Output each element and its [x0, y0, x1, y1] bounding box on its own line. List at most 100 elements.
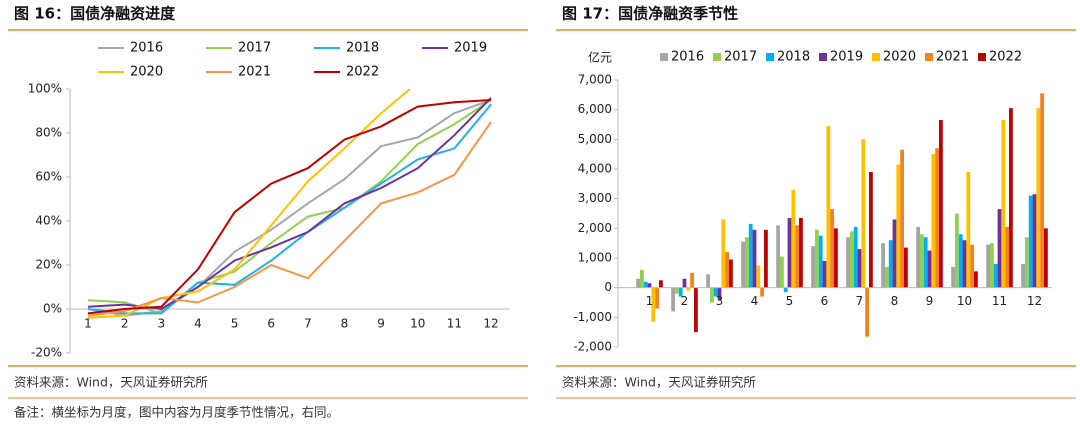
bar — [939, 120, 943, 288]
y-tick-label: -1,000 — [573, 310, 612, 324]
bar — [636, 278, 640, 288]
bar — [861, 139, 866, 288]
source: 资料来源：Wind，天风证券研究所 — [562, 375, 756, 390]
bar — [1044, 228, 1048, 288]
bar — [958, 234, 963, 288]
x-tick-label: 9 — [377, 317, 385, 331]
bar — [927, 250, 932, 288]
bar — [647, 283, 652, 288]
bar — [818, 235, 823, 288]
y-tick-label: 60% — [35, 170, 62, 184]
bar — [881, 243, 885, 288]
bar — [916, 226, 920, 288]
legend-label: 2016 — [671, 50, 704, 65]
legend-label: 2017 — [238, 41, 271, 56]
x-tick-label: 10 — [410, 317, 425, 331]
bar — [974, 271, 978, 288]
x-tick-label: 8 — [891, 294, 899, 308]
y-tick-label: -2,000 — [573, 340, 612, 354]
chart-title: 图 17：国债净融资季节性 — [562, 5, 738, 23]
bar — [710, 287, 714, 303]
y-tick-label: 5,000 — [578, 132, 612, 146]
line — [87, 121, 492, 317]
bar — [717, 287, 722, 300]
legend-label: 2018 — [777, 50, 810, 65]
bar — [725, 252, 729, 288]
bar — [1040, 93, 1044, 288]
legend-label: 2020 — [883, 50, 916, 65]
bar — [923, 237, 928, 288]
bar — [834, 228, 838, 288]
y-tick-label: 80% — [35, 126, 62, 140]
y-tick-label: 100% — [28, 82, 62, 96]
bar — [713, 287, 718, 297]
x-tick-label: 3 — [716, 294, 724, 308]
bar — [850, 231, 854, 288]
bar — [686, 287, 691, 291]
bar — [935, 148, 939, 288]
x-tick-label: 5 — [231, 317, 239, 331]
x-tick-label: 2 — [121, 317, 129, 331]
legend-label: 2020 — [130, 65, 163, 80]
bar — [1028, 195, 1033, 288]
bar — [795, 225, 799, 288]
x-tick-label: 6 — [821, 294, 829, 308]
y-tick-label: 7,000 — [578, 73, 612, 87]
x-tick-label: 7 — [856, 294, 864, 308]
legend-label: 2017 — [724, 50, 757, 65]
bar — [741, 241, 745, 288]
bar — [931, 154, 936, 288]
y-tick-label: 40% — [35, 214, 62, 228]
legend-swatch — [872, 53, 880, 61]
bar — [853, 226, 858, 288]
line — [87, 97, 492, 311]
bar — [892, 219, 897, 288]
y-tick-label: 4,000 — [578, 162, 612, 176]
bar — [787, 217, 792, 288]
x-tick-label: 10 — [957, 294, 972, 308]
bar — [1036, 108, 1041, 288]
line — [87, 99, 492, 315]
bar — [760, 287, 764, 297]
bar — [675, 287, 679, 294]
y-tick-label: 1,000 — [578, 251, 612, 265]
x-tick-label: 8 — [341, 317, 349, 331]
bar — [721, 219, 726, 288]
y-tick-label: 0 — [604, 280, 612, 294]
bar — [764, 229, 768, 288]
x-tick-label: 6 — [267, 317, 275, 331]
bar — [690, 272, 694, 288]
legend-swatch — [819, 53, 827, 61]
note: 备注：横坐标为月度，图中内容为月度季节性情况，右同。 — [14, 405, 339, 420]
bar — [966, 171, 971, 288]
y-axis-label: 亿元 — [588, 50, 612, 65]
x-tick-label: 1 — [84, 317, 92, 331]
legend-swatch — [660, 53, 668, 61]
bar — [640, 269, 644, 288]
y-tick-label: 20% — [35, 258, 62, 272]
bar — [869, 171, 873, 288]
bar — [756, 265, 761, 288]
x-tick-label: 1 — [646, 294, 654, 308]
legend-label: 2019 — [454, 41, 487, 56]
legend-label: 2022 — [346, 65, 379, 80]
bar — [791, 189, 796, 288]
bar — [962, 240, 967, 288]
bar — [799, 217, 803, 288]
bar — [678, 287, 683, 297]
bar — [846, 237, 850, 288]
legend-swatch — [978, 53, 986, 61]
legend-label: 2021 — [238, 65, 271, 80]
y-tick-label: 3,000 — [578, 191, 612, 205]
bar — [1005, 226, 1009, 288]
line — [87, 99, 492, 315]
bar — [748, 223, 753, 288]
x-tick-label: 12 — [1027, 294, 1042, 308]
bar — [955, 213, 959, 288]
line — [87, 103, 492, 315]
chart-title: 图 16：国债净融资进度 — [14, 5, 176, 23]
line — [87, 89, 412, 319]
bar — [729, 259, 733, 288]
bar — [900, 149, 904, 288]
bar — [951, 266, 955, 288]
